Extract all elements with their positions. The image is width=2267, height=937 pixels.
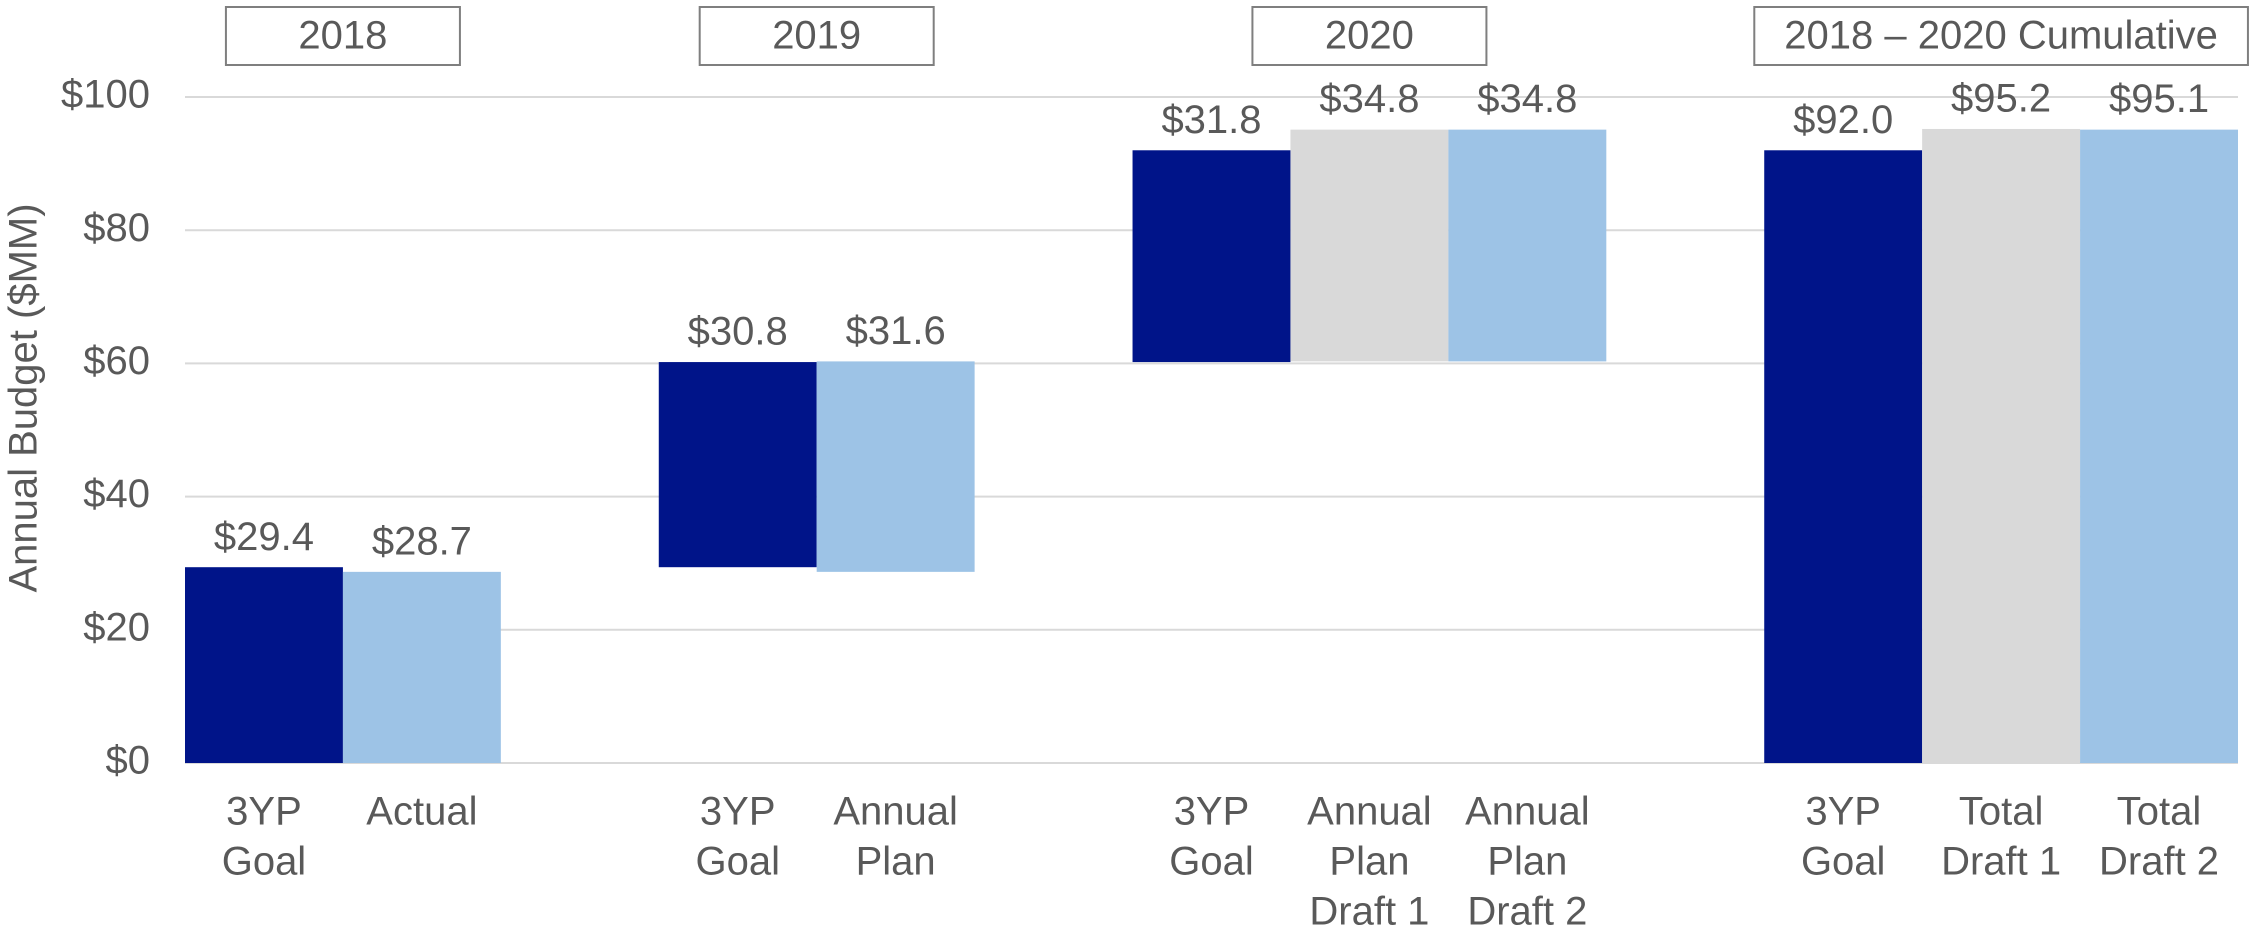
x-tick-label: Goal [695,840,780,884]
x-tick-label: Annual [1307,790,1432,834]
x-tick-label: Plan [1329,840,1409,884]
y-axis-label: Annual Budget ($MM) [2,203,46,592]
y-tick-label: $60 [83,339,150,383]
value-label: $92.0 [1793,98,1893,142]
bar [658,362,817,568]
value-label: $34.8 [1477,77,1577,121]
x-tick-label: Goal [1169,840,1254,884]
x-tick-label: 3YP [226,790,302,834]
x-tick-label: Total [2117,790,2202,834]
x-tick-label: Plan [856,840,936,884]
bar [1290,129,1449,362]
group-header-box [224,6,461,66]
y-tick-label: $20 [83,605,150,649]
value-label: $31.6 [846,309,946,353]
x-tick-label: Goal [1801,840,1886,884]
group-header: 2018 [298,14,387,58]
x-tick-label: Draft 2 [1467,890,1587,934]
bar [1922,128,2081,763]
x-tick-label: Draft 1 [1941,840,2061,884]
y-tick-label: $0 [106,739,151,783]
x-tick-label: Goal [222,840,307,884]
x-tick-label: Total [1959,790,2044,834]
y-tick-label: $40 [83,472,150,516]
value-label: $31.8 [1161,98,1261,142]
value-label: $28.7 [372,519,472,563]
value-label: $29.4 [214,515,314,559]
bar [816,361,975,572]
x-tick-label: 3YP [1174,790,1250,834]
x-tick-label: Draft 2 [2099,840,2219,884]
group-header-box [1753,6,2249,66]
group-header: 2020 [1325,14,1414,58]
value-label: $34.8 [1319,77,1419,121]
bar [185,567,343,763]
x-tick-label: Plan [1487,840,1567,884]
bar [2080,129,2238,763]
bar [342,571,501,763]
bar [1132,150,1291,363]
x-tick-label: 3YP [700,790,776,834]
group-header-box [698,6,935,66]
x-tick-label: Actual [366,790,477,834]
x-tick-label: Annual [833,790,958,834]
bar [1448,129,1607,362]
group-header: 2018 – 2020 Cumulative [1784,14,2218,58]
x-tick-label: Draft 1 [1309,890,1429,934]
bar [1764,150,1923,763]
value-label: $95.2 [1951,77,2051,121]
group-header-box [1251,6,1488,66]
value-label: $30.8 [688,310,788,354]
y-tick-label: $80 [83,206,150,250]
y-tick-label: $100 [61,73,150,117]
x-tick-label: 3YP [1805,790,1881,834]
value-label: $95.1 [2109,77,2209,121]
group-header: 2019 [772,14,861,58]
x-tick-label: Annual [1465,790,1590,834]
